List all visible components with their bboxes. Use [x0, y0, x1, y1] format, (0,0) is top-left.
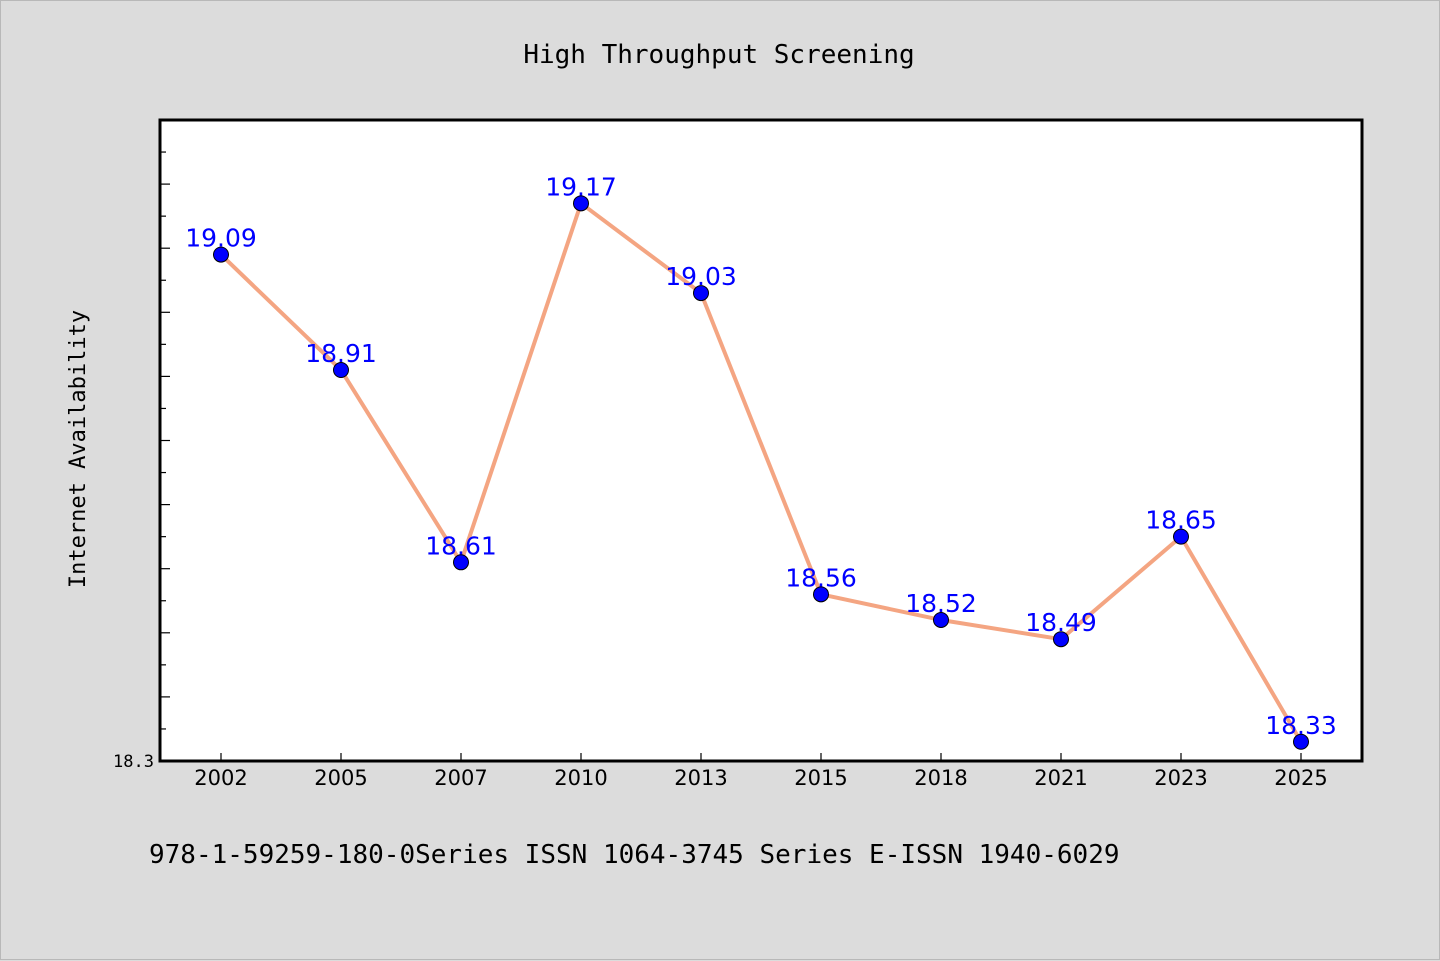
x-tick-label: 2010 — [554, 766, 607, 790]
data-point — [693, 285, 709, 302]
data-label: 18.52 — [905, 589, 977, 618]
data-label: 18.91 — [305, 339, 377, 368]
chart-title: High Throughput Screening — [523, 40, 914, 70]
y-axis-label: Internet Availability — [66, 310, 91, 588]
data-point — [453, 554, 469, 571]
data-label: 18.56 — [785, 563, 857, 592]
x-axis-ticks: 2002 2005 2007 2010 2013 2015 2018 2021 2023 2025 — [194, 753, 1328, 790]
data-labels: 19.09 18.91 18.61 19.17 19.03 18.56 18.52 18.49… — [185, 172, 1337, 739]
data-label: 18.61 — [425, 531, 497, 560]
data-label: 19.03 — [665, 262, 737, 291]
data-point — [1053, 631, 1069, 648]
data-point — [813, 586, 829, 603]
data-point — [933, 611, 949, 628]
x-tick-label: 2005 — [314, 766, 367, 790]
x-tick-label: 2021 — [1034, 766, 1087, 790]
data-point — [573, 195, 589, 212]
data-label: 18.49 — [1025, 608, 1097, 637]
data-label: 19.17 — [545, 172, 617, 201]
series-line — [219, 201, 1303, 743]
x-tick-label: 2007 — [434, 766, 487, 790]
data-point — [1173, 528, 1189, 545]
y-tick-label: 18.3 — [113, 752, 154, 772]
series-line-group — [219, 201, 1303, 743]
footer-text: 978-1-59259-180-0Series ISSN 1064-3745 S… — [149, 840, 1120, 870]
data-markers — [213, 195, 1309, 750]
data-label: 18.65 — [1145, 506, 1217, 535]
y-axis-ticks: 18.3 — [113, 151, 170, 772]
data-label: 19.09 — [185, 224, 257, 253]
x-tick-label: 2018 — [914, 766, 967, 790]
x-tick-label: 2025 — [1274, 766, 1327, 790]
x-tick-label: 2002 — [194, 766, 247, 790]
data-point — [333, 361, 349, 378]
x-tick-label: 2013 — [674, 766, 727, 790]
x-tick-label: 2023 — [1154, 766, 1207, 790]
x-tick-label: 2015 — [794, 766, 847, 790]
data-point — [1293, 733, 1309, 750]
data-point — [213, 246, 229, 263]
data-label: 18.33 — [1265, 711, 1337, 740]
